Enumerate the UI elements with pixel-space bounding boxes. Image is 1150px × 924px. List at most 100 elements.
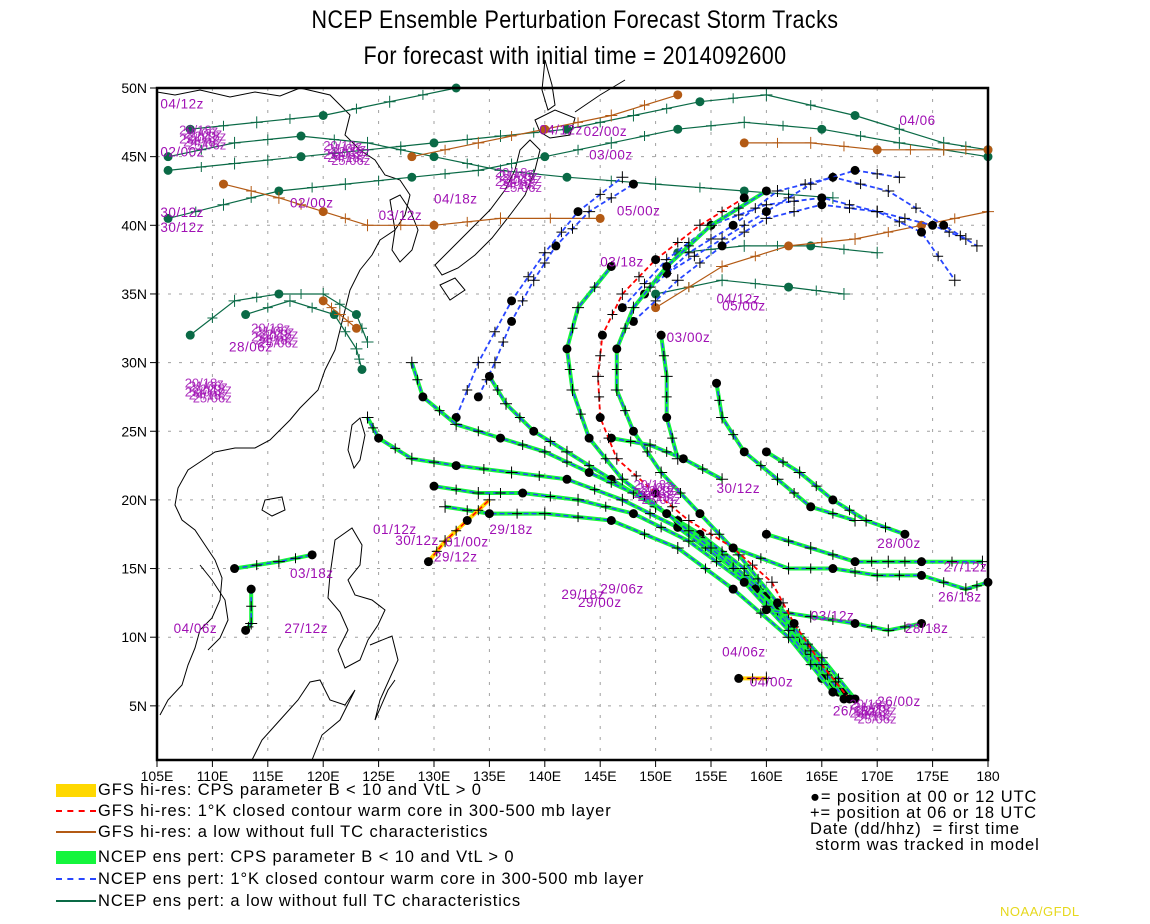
date-label: 27/12z — [944, 559, 988, 574]
x-tick-label: 175E — [916, 768, 949, 784]
track-ens-10 — [712, 378, 862, 527]
y-tick-label: 45N — [121, 149, 147, 165]
date-label-cluster: 24/18z — [189, 387, 228, 402]
date-label: 30/12z — [160, 205, 204, 220]
coast-sulawesi — [369, 635, 399, 721]
legend-swatch-fill — [56, 850, 96, 864]
date-label-cluster: 20/18z — [633, 477, 672, 492]
date-label-cluster: 23/06z — [633, 486, 672, 501]
x-tick-label: 130E — [418, 768, 451, 784]
coast-taiwan — [347, 417, 366, 470]
y-tick-label: 35N — [121, 286, 147, 302]
date-label-cluster: 21/06z — [327, 141, 366, 156]
legend-label: NCEP ens pert: 1°K closed contour warm c… — [98, 869, 645, 888]
date-label: 28/00z — [877, 536, 921, 551]
date-label: 03/12z — [379, 208, 423, 223]
date-label-cluster: 20/18z — [179, 123, 218, 138]
coast-korea — [389, 194, 419, 263]
track-ens-wc-1 — [473, 179, 638, 402]
date-label: 01/12z — [373, 522, 417, 537]
date-label: 28/06z — [229, 340, 273, 355]
x-tick-label: 155E — [695, 768, 728, 784]
coast-mainland-asia — [156, 87, 411, 716]
y-tick-label: 10N — [121, 629, 147, 645]
track-ens-wc-4 — [617, 193, 961, 313]
date-label-cluster: 22/18z — [641, 483, 680, 498]
legend-item: NCEP ens pert: CPS parameter B < 10 and … — [56, 848, 515, 866]
date-label-cluster: 20/18z — [323, 138, 362, 153]
chart-title: NCEP Ensemble Perturbation Forecast Stor… — [311, 6, 839, 34]
legend-swatch-fill — [56, 783, 96, 797]
date-labels: 20/18z21/06z22/18z23/06z24/18z25/06z20/1… — [160, 97, 988, 727]
date-label-cluster: 21/06z — [189, 378, 228, 393]
y-tick-label: 5N — [129, 698, 147, 714]
coast-philippines — [327, 527, 386, 669]
track-ens-16 — [241, 584, 258, 635]
track-main-gfs — [591, 193, 854, 704]
x-tick-label: 160E — [750, 768, 783, 784]
date-label: 04/00z — [750, 675, 794, 690]
legend-label: NCEP ens pert: CPS parameter B < 10 and … — [98, 847, 515, 866]
x-tick-label: 125E — [362, 768, 395, 784]
track-gfs-low-1 — [218, 179, 605, 232]
date-label: 03/18z — [600, 254, 644, 269]
date-label: 03/18z — [290, 566, 334, 581]
x-tick-label: 170E — [861, 768, 894, 784]
date-label: 03/12z — [811, 609, 855, 624]
date-label: 05/00z — [722, 298, 766, 313]
date-label-cluster: 21/06z — [637, 480, 676, 495]
storm-tracks — [163, 83, 994, 704]
date-label: 30/12z — [395, 533, 439, 548]
date-label-cluster: 24/18z — [255, 332, 294, 347]
plot-frame — [155, 86, 990, 762]
date-label-cluster: 20/18z — [850, 697, 889, 712]
date-label: 04/12z — [160, 97, 204, 112]
coast-japan — [434, 139, 541, 301]
legend-label: GFS hi-res: a low without full TC charac… — [98, 822, 489, 841]
date-label-cluster: 25/06z — [858, 712, 897, 727]
coast-sakhalin — [541, 59, 556, 111]
date-label: 04/12z — [539, 123, 583, 138]
x-tick-label: 165E — [805, 768, 838, 784]
track-ens-wc-2 — [451, 171, 629, 423]
track-ens-7 — [439, 500, 838, 697]
y-tick-label: 50N — [121, 80, 147, 96]
date-label-cluster: 20/18z — [251, 320, 290, 335]
legend-swatch-line — [56, 831, 96, 833]
track-gfs-low-2 — [407, 90, 683, 162]
date-label-cluster: 24/18z — [327, 150, 366, 165]
key-plus: += position at 06 or 18 UTC — [810, 804, 1037, 822]
date-label: 30/12z — [717, 481, 761, 496]
date-label-cluster: 23/06z — [495, 174, 534, 189]
axis-ticks: 105E 110E 115E 120E 125E 130E 135E 140E 145E 150E… — [121, 80, 1000, 784]
date-label-cluster: 22/18z — [331, 144, 370, 159]
date-label-cluster: 25/06z — [259, 335, 298, 350]
track-ens-15 — [230, 550, 317, 574]
track-gfs-low-5 — [318, 296, 361, 333]
date-label: 29/00z — [578, 595, 622, 610]
date-label-cluster: 21/06z — [183, 126, 222, 141]
key-dot: ●= position at 00 or 12 UTC — [810, 788, 1038, 806]
date-label-cluster: 25/06z — [187, 138, 226, 153]
legend-swatch-dashed — [56, 878, 96, 880]
track-gfs-low-3 — [739, 136, 993, 156]
date-label: 29/12z — [434, 550, 478, 565]
y-tick-label: 40N — [121, 217, 147, 233]
y-tick-label: 30N — [121, 355, 147, 371]
date-label: 03/00z — [667, 330, 711, 345]
date-label: 02/00z — [160, 145, 204, 160]
track-ens-wc-3 — [628, 200, 972, 326]
legend-item: NCEP ens pert: 1°K closed contour warm c… — [56, 870, 644, 888]
date-label-cluster: 24/18z — [854, 709, 893, 724]
date-label: 04/06z — [174, 621, 218, 636]
date-label: 27/12z — [284, 621, 328, 636]
x-tick-label: 180 — [976, 768, 1000, 784]
coastlines — [156, 59, 626, 761]
track-ens-11 — [761, 529, 989, 568]
date-label-cluster: 25/06z — [193, 390, 232, 405]
track-ens-5 — [610, 186, 849, 704]
legend-swatch-line — [56, 900, 96, 902]
track-ens-9 — [761, 447, 910, 539]
date-label: 01/00z — [445, 535, 489, 550]
